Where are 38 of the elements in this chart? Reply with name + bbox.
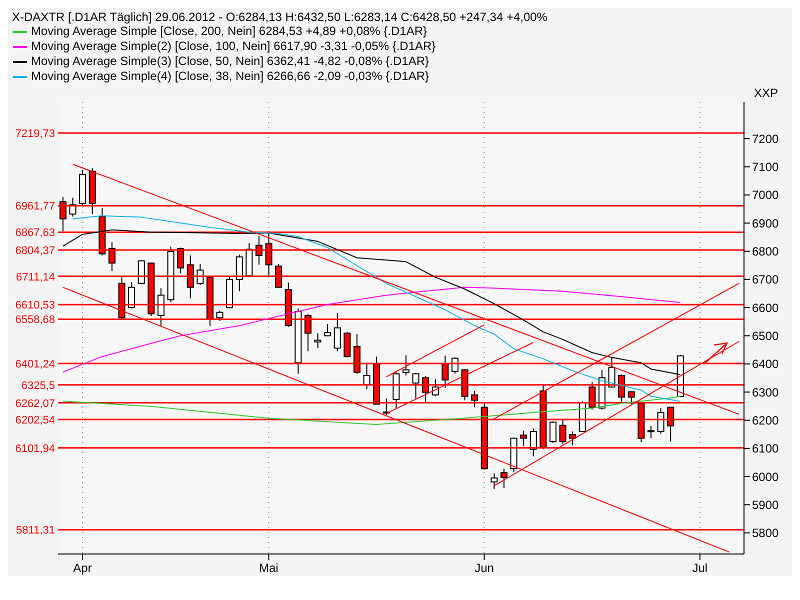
ref-line-label: 6202,54 [15, 414, 55, 427]
y-tick-label: 6200 [752, 413, 780, 428]
ref-line-label: 6610,53 [15, 300, 55, 312]
ref-line-label: 6325,5 [21, 380, 55, 392]
ref-line-label: 6961,77 [15, 200, 55, 213]
x-tick-label: Apr [73, 561, 92, 575]
y-axis-title: XXP [754, 86, 778, 100]
legend-label: Moving Average Simple(2) [Close, 100, Nein] 6617,90 -3,31 -0,05% {.D1AR} [31, 39, 436, 54]
y-tick-label: 6000 [752, 470, 780, 484]
ref-line-label: 6101,94 [15, 442, 55, 455]
y-tick-label: 7000 [752, 188, 780, 202]
y-tick-label: 7100 [752, 160, 780, 174]
ref-line-label: 5811,31 [16, 524, 55, 537]
ref-line-label: 6804,37 [15, 245, 55, 258]
y-tick-label: 6300 [752, 385, 780, 400]
ref-line-label: 6262,07 [15, 398, 55, 410]
legend-label: Moving Average Simple [Close, 200, Nein] 6284,53 +4,89 +0,08% {.D1AR} [31, 24, 428, 39]
legend-label: Moving Average Simple(4) [Close, 38, Nein] 6266,66 -2,09 -0,03% {.D1AR} [31, 69, 430, 84]
y-tick-label: 6500 [752, 329, 780, 344]
chart-title: X-DAXTR [.D1AR Täglich] 29.06.2012 - O:6284,13 H:6432,50 L:6283,14 C:6428,50 +247,34 +4,00% [12, 10, 548, 24]
ref-line-label: 6711,14 [16, 271, 55, 284]
x-tick-label: Mai [259, 561, 278, 575]
y-tick-label: 6800 [752, 244, 780, 259]
y-tick-label: 6900 [752, 216, 780, 230]
y-tick-label: 5800 [752, 526, 780, 540]
ref-line-label: 6558,68 [15, 314, 55, 326]
y-tick-label: 6600 [752, 300, 780, 315]
y-tick-label: 6400 [752, 357, 780, 372]
x-tick-label: Jul [692, 561, 708, 575]
y-tick-label: 5900 [752, 498, 780, 512]
y-tick-label: 6100 [752, 442, 780, 456]
legend-label: Moving Average Simple(3) [Close, 50, Nein] 6362,41 -4,82 -0,08% {.D1AR} [31, 54, 430, 69]
x-tick-label: Jun [474, 561, 494, 575]
ref-line-label: 6867,63 [15, 227, 55, 240]
y-tick-label: 7200 [752, 132, 780, 146]
y-tick-label: 6700 [752, 272, 780, 287]
ref-line-label: 6401,24 [15, 358, 55, 371]
ref-line-label: 7219,73 [15, 128, 55, 140]
